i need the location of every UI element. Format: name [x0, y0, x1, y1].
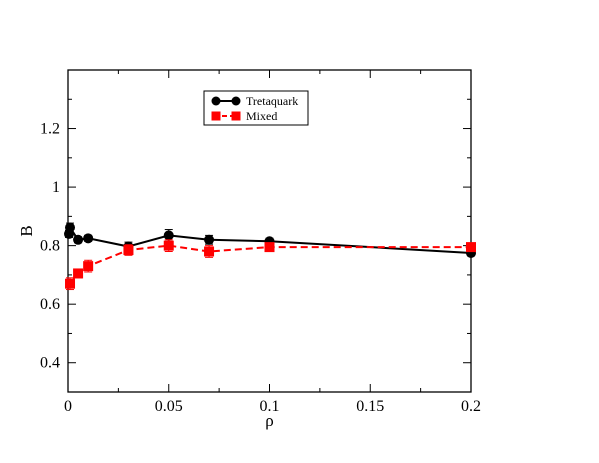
legend-marker [231, 111, 241, 121]
y-tick-label: 1 [52, 179, 60, 196]
x-tick-label: 0.15 [356, 398, 384, 415]
x-tick-label: 0 [64, 398, 72, 415]
legend-marker [231, 96, 241, 106]
data-point [204, 234, 215, 245]
data-point [65, 222, 76, 233]
data-point [83, 233, 94, 244]
data-point [163, 240, 174, 251]
x-tick-label: 0.1 [260, 398, 280, 415]
legend-marker [211, 111, 221, 121]
legend-label: Mixed [246, 109, 277, 123]
data-point [264, 242, 275, 253]
x-axis-label: ρ [265, 411, 273, 430]
y-axis-label: B [17, 225, 36, 236]
y-tick-label: 0.8 [40, 238, 60, 255]
y-tick-label: 0.6 [40, 296, 60, 313]
y-tick-label: 0.4 [40, 355, 60, 372]
legend-marker [211, 96, 221, 106]
data-point [73, 268, 84, 279]
legend-box [203, 90, 309, 126]
series-tretaquark [64, 222, 476, 258]
data-point [466, 242, 476, 253]
data-point [204, 246, 215, 257]
y-tick-label: 1.2 [40, 121, 60, 138]
series-mixed [65, 239, 476, 291]
data-point [73, 234, 84, 245]
data-point [123, 245, 134, 256]
data-point [65, 278, 76, 289]
data-point [163, 230, 174, 241]
axis-ticks: 0 0.05 0.1 0.15 0.2 0.4 0.6 0.8 1 1.2 [40, 70, 481, 415]
series-layer [64, 222, 476, 291]
legend-label: Tretaquark [246, 94, 298, 108]
x-tick-label: 0.05 [155, 398, 183, 415]
x-tick-label: 0.2 [461, 398, 481, 415]
data-point [83, 261, 94, 272]
